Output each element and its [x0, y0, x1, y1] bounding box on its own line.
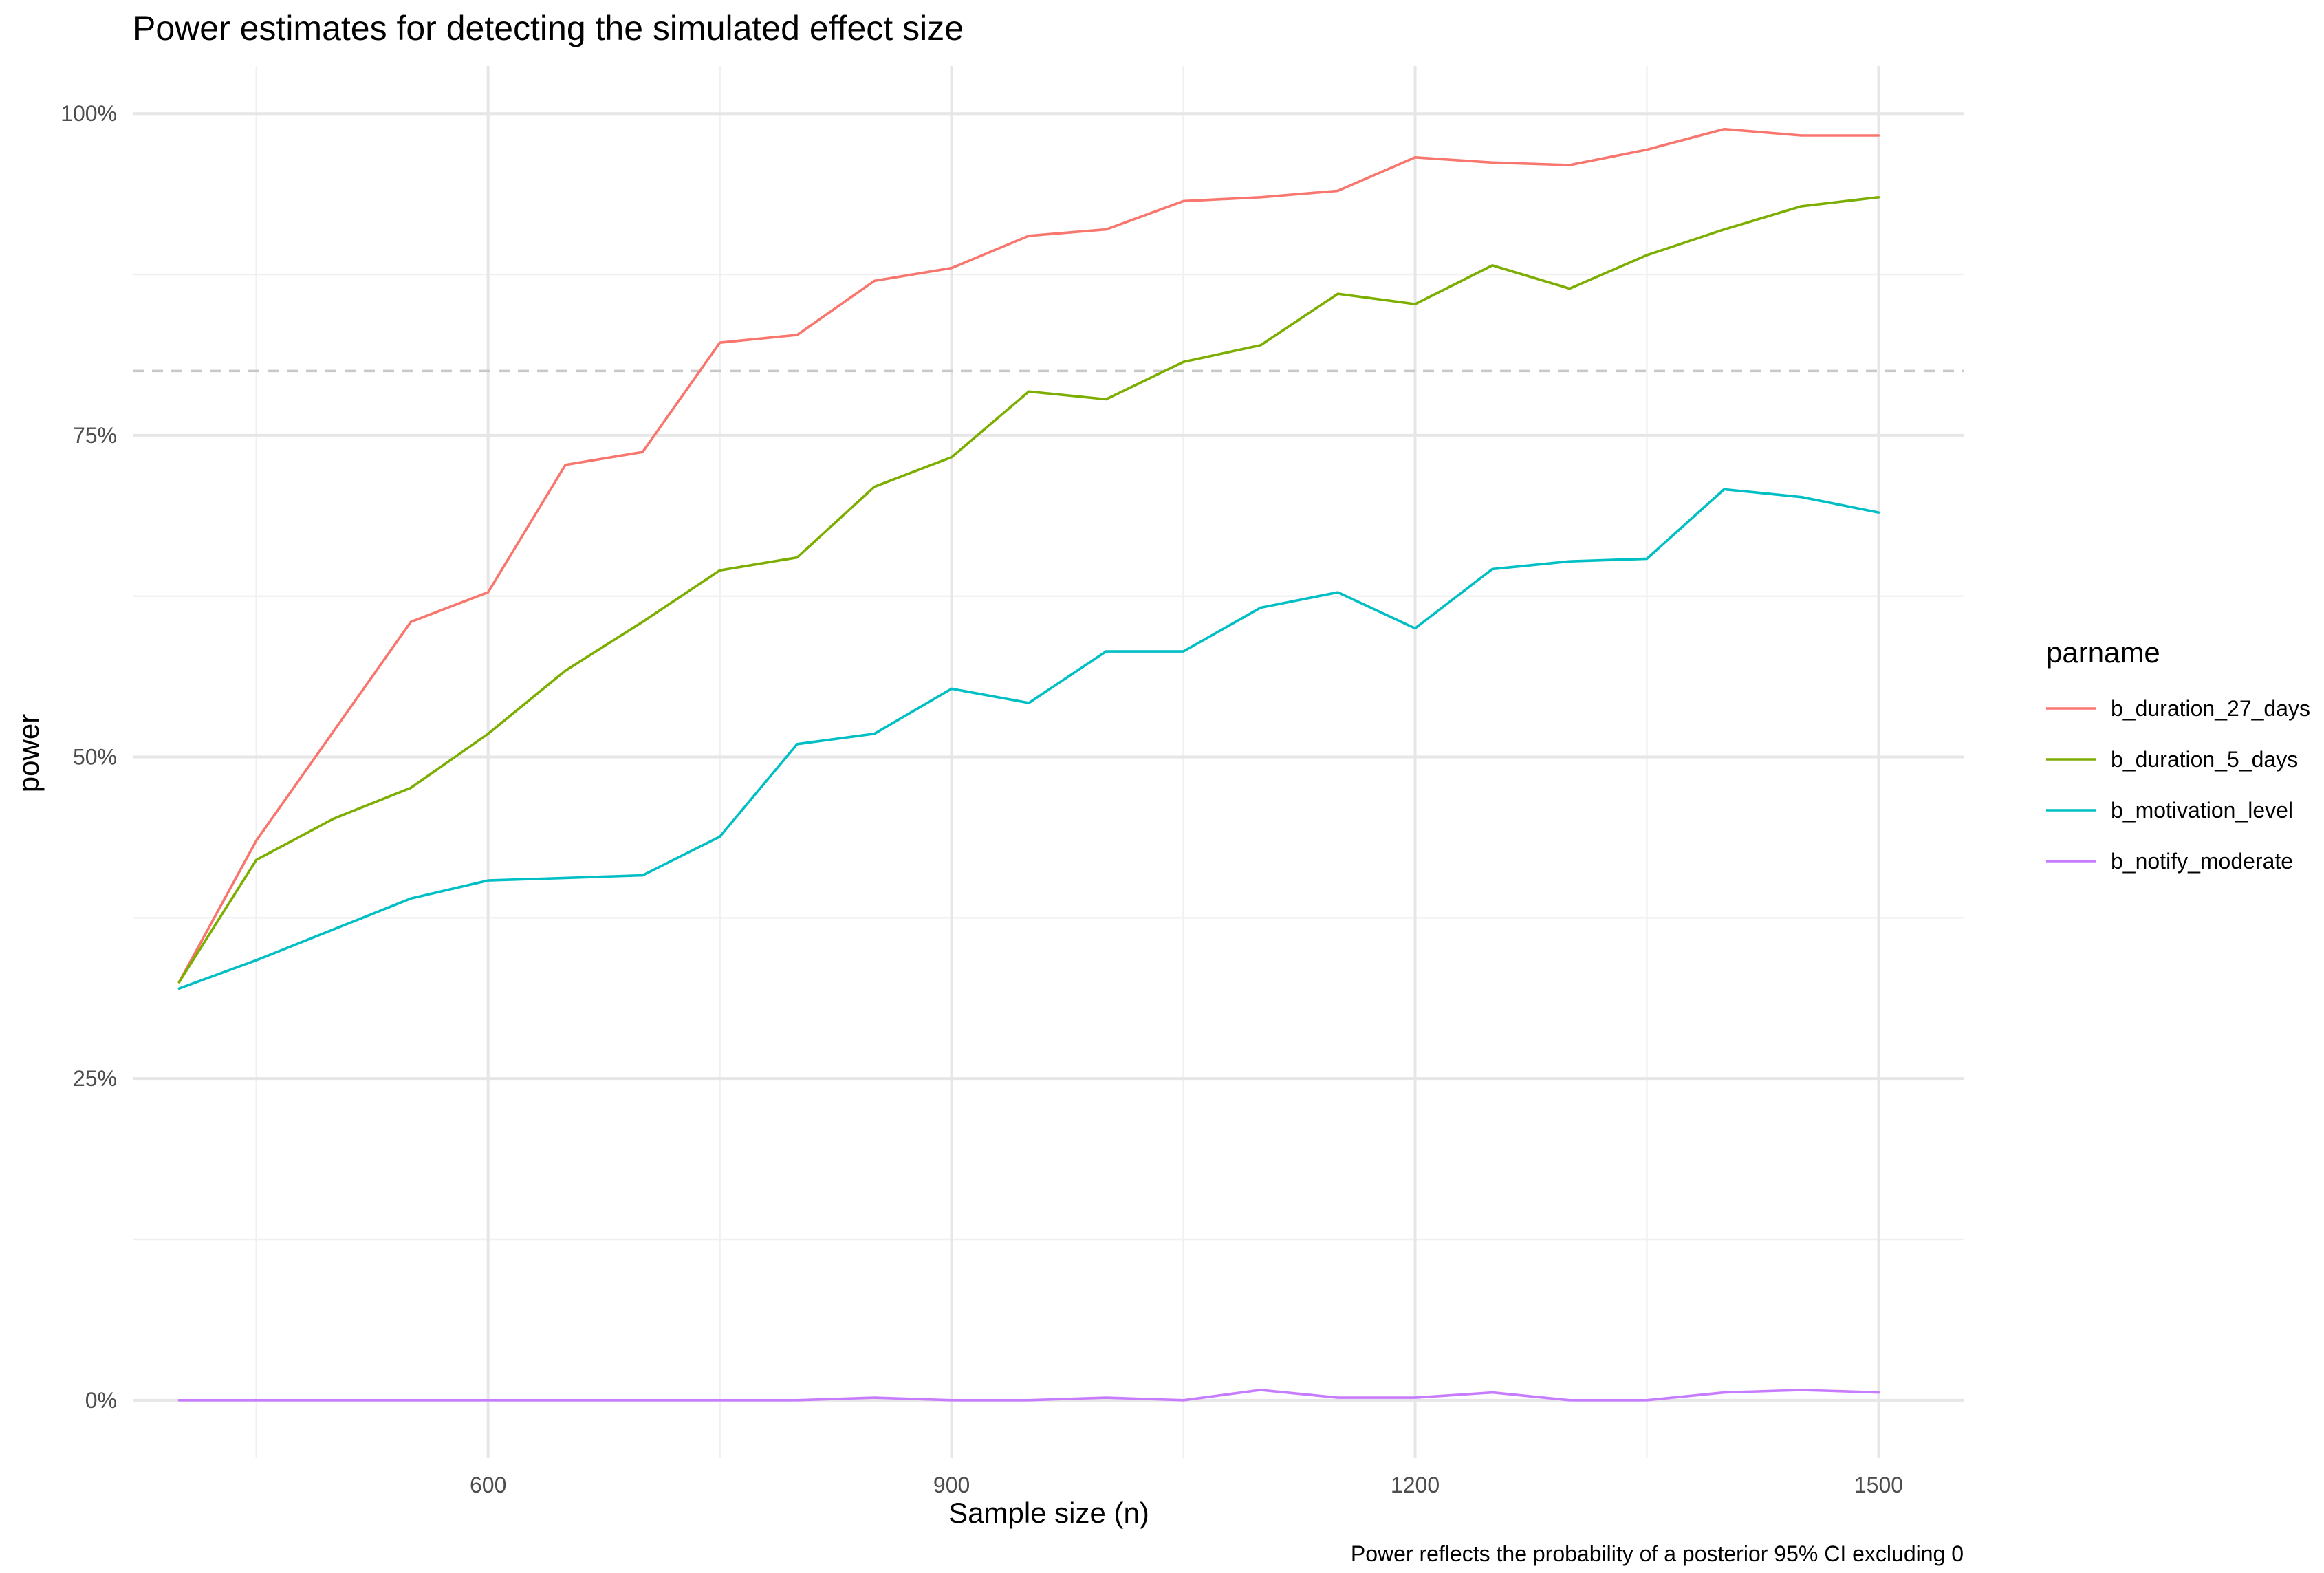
x-tick-label-1: 900 [933, 1473, 970, 1497]
legend-label-b-notify-moderate: b_notify_moderate [2111, 849, 2293, 874]
y-tick-label-0: 0% [85, 1388, 117, 1413]
y-tick-label-4: 100% [61, 101, 117, 126]
x-tick-label-2: 1200 [1391, 1473, 1440, 1497]
y-tick-label-2: 50% [73, 745, 117, 770]
chart-title: Power estimates for detecting the simula… [133, 9, 964, 47]
y-tick-label-1: 25% [73, 1066, 117, 1091]
y-tick-label-3: 75% [73, 423, 117, 448]
legend-items: b_duration_27_days b_duration_5_days b_mot… [2045, 696, 2310, 874]
series-line-b-notify-moderate [177, 1389, 1880, 1402]
x-axis-title: Sample size (n) [948, 1497, 1149, 1529]
x-axis-tick-labels: 600 900 1200 1500 [470, 1473, 1903, 1497]
chart-caption: Power reflects the probability of a post… [1351, 1541, 1964, 1566]
minor-gridlines [133, 66, 1964, 1458]
legend: parname b_duration_27_days b_duration_5_d… [2045, 636, 2310, 874]
y-axis-tick-labels: 0% 25% 50% 75% 100% [61, 101, 117, 1413]
legend-title: parname [2046, 636, 2160, 669]
legend-label-b-motivation-level: b_motivation_level [2111, 798, 2293, 823]
legend-label-b-duration-5-days: b_duration_5_days [2111, 747, 2298, 772]
series-lines [177, 127, 1880, 1402]
legend-label-b-duration-27-days: b_duration_27_days [2111, 696, 2310, 721]
x-tick-label-3: 1500 [1854, 1473, 1903, 1497]
series-line-b-duration-27-days [177, 127, 1880, 984]
y-axis-title: power [12, 714, 45, 792]
x-tick-label-0: 600 [470, 1473, 506, 1497]
series-line-b-duration-5-days [177, 195, 1880, 984]
series-line-b-motivation-level [177, 488, 1880, 990]
